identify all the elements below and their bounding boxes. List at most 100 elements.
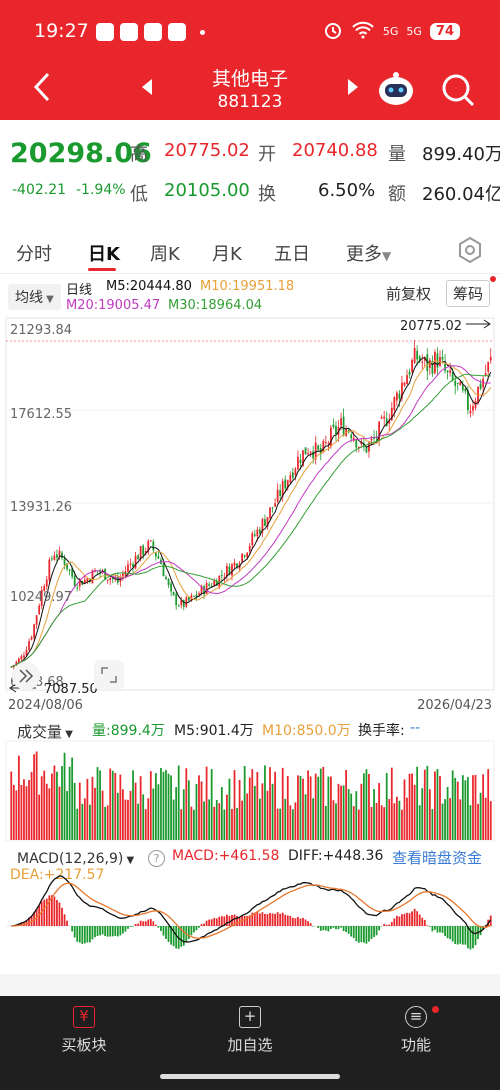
macd-indicator-select[interactable]: MACD(12,26,9) ▼ bbox=[10, 848, 142, 870]
macd-select-label: MACD(12,26,9) bbox=[17, 851, 124, 867]
search-icon[interactable] bbox=[440, 72, 476, 112]
dea-value: DEA:+217.57 bbox=[10, 867, 105, 883]
volume-bar bbox=[345, 769, 348, 840]
candle bbox=[431, 360, 434, 374]
candle bbox=[418, 356, 421, 362]
volume-bar bbox=[157, 784, 160, 840]
candle bbox=[30, 637, 33, 640]
ma10-value: M10:19951.18 bbox=[200, 279, 295, 294]
tab-intraday[interactable]: 分时 bbox=[16, 244, 52, 265]
volume-bar bbox=[25, 786, 28, 840]
volume-bar bbox=[76, 808, 79, 840]
macd-bar bbox=[297, 916, 299, 926]
candle bbox=[246, 552, 249, 558]
ma-select[interactable]: 均线 ▼ bbox=[8, 284, 61, 310]
candle bbox=[40, 590, 43, 606]
adjust-mode-button[interactable]: 前复权 bbox=[386, 285, 432, 303]
volume-bar bbox=[431, 809, 434, 840]
macd-bar bbox=[127, 926, 129, 929]
volume-bar bbox=[122, 789, 124, 840]
volume-bar bbox=[388, 799, 391, 840]
collapse-sidebar-icon[interactable] bbox=[12, 662, 40, 690]
volume-bar bbox=[187, 780, 190, 840]
buy-sector-button[interactable]: ¥ 买板块 bbox=[24, 1006, 144, 1055]
volume-bar bbox=[294, 802, 297, 840]
candle bbox=[258, 529, 261, 534]
candle bbox=[175, 594, 178, 606]
macd-bar bbox=[411, 911, 413, 926]
macd-bar bbox=[274, 913, 276, 926]
volume-bar bbox=[43, 770, 46, 840]
back-icon[interactable] bbox=[28, 70, 56, 108]
diff-line bbox=[11, 875, 492, 943]
add-watchlist-button[interactable]: + 加自选 bbox=[190, 1006, 310, 1055]
home-indicator bbox=[160, 1074, 340, 1079]
chart-frame bbox=[5, 317, 495, 691]
tab-daily-k[interactable]: 日K bbox=[88, 244, 120, 265]
candle bbox=[340, 418, 342, 426]
macd-bar bbox=[40, 901, 43, 926]
macd-bar bbox=[200, 924, 203, 926]
macd-bar bbox=[324, 926, 327, 931]
volume-bar bbox=[378, 783, 380, 840]
stock-code: 881123 bbox=[217, 92, 283, 112]
volume-bar bbox=[489, 801, 492, 840]
expand-icon[interactable] bbox=[94, 660, 124, 690]
volume-bar bbox=[363, 773, 365, 840]
robot-assistant-icon[interactable] bbox=[376, 70, 416, 112]
functions-badge bbox=[432, 1006, 439, 1013]
macd-bar bbox=[76, 926, 79, 942]
functions-button[interactable]: ≡ 功能 bbox=[356, 1006, 476, 1055]
candle bbox=[401, 382, 403, 399]
volume-bar bbox=[15, 790, 18, 840]
volume-bar bbox=[406, 797, 408, 840]
volume-bar bbox=[464, 780, 467, 840]
volume-bar bbox=[365, 769, 368, 840]
tab-five-day[interactable]: 五日 bbox=[274, 244, 310, 265]
volume-bar bbox=[319, 768, 322, 840]
macd-bar bbox=[342, 926, 345, 932]
volume-bar bbox=[182, 789, 185, 840]
wifi-icon bbox=[351, 21, 375, 42]
settings-icon[interactable] bbox=[456, 236, 484, 268]
macd-bar bbox=[307, 921, 309, 926]
macd-bar bbox=[94, 926, 96, 938]
ma30-line bbox=[11, 373, 491, 668]
prev-stock-icon[interactable] bbox=[140, 78, 154, 100]
macd-bar bbox=[114, 926, 117, 936]
candle bbox=[48, 559, 51, 581]
volume-bar bbox=[114, 772, 117, 840]
volume-bar bbox=[17, 755, 20, 840]
macd-bar bbox=[71, 926, 74, 932]
next-stock-icon[interactable] bbox=[346, 78, 360, 100]
macd-bar bbox=[327, 926, 330, 932]
candlestick-chart[interactable]: 21293.84 17612.55 13931.26 10249.97 6568… bbox=[0, 314, 500, 696]
macd-bar bbox=[479, 926, 482, 936]
macd-bar bbox=[122, 926, 124, 934]
tab-more[interactable]: 更多▼ bbox=[346, 240, 391, 266]
volume-bar bbox=[53, 765, 56, 840]
macd-bar bbox=[144, 921, 147, 926]
dark-pool-link[interactable]: 查看暗盘资金 bbox=[392, 849, 483, 867]
volume-bar bbox=[134, 782, 137, 840]
candle bbox=[307, 452, 309, 455]
tab-weekly-k[interactable]: 周K bbox=[150, 244, 180, 265]
macd-bar bbox=[403, 913, 406, 926]
chips-button[interactable]: 筹码 bbox=[446, 280, 491, 307]
wechat-icon bbox=[96, 23, 114, 41]
macd-bar bbox=[261, 912, 264, 926]
macd-bar bbox=[390, 921, 393, 926]
macd-bar bbox=[66, 920, 68, 926]
help-icon[interactable]: ? bbox=[148, 850, 165, 867]
volume-bar bbox=[261, 783, 264, 840]
macd-bar bbox=[271, 913, 274, 926]
volume-bar bbox=[330, 776, 332, 840]
macd-bar bbox=[111, 926, 114, 937]
tab-monthly-k[interactable]: 月K bbox=[212, 244, 242, 265]
volume-bar bbox=[172, 799, 175, 840]
volume-bar bbox=[94, 787, 96, 840]
macd-bar bbox=[304, 919, 307, 926]
volume-indicator-select[interactable]: 成交量 ▼ bbox=[10, 718, 80, 745]
macd-bar bbox=[332, 926, 335, 928]
volume-bar bbox=[456, 781, 459, 840]
